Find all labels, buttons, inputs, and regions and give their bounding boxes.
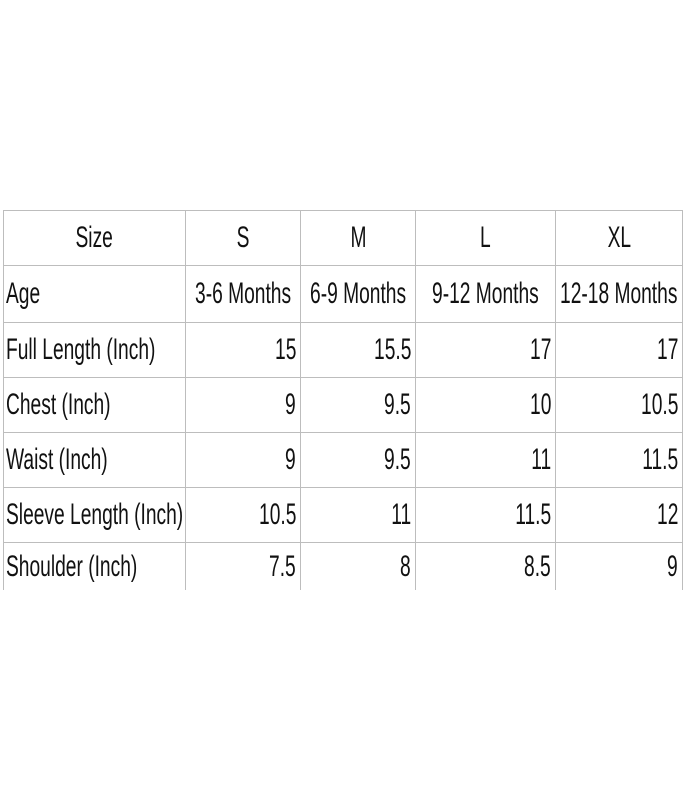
- table-cell: 9.5: [300, 377, 415, 432]
- cell-text: 10: [529, 388, 551, 421]
- cell-text: M: [350, 221, 366, 254]
- table-cell: 10.5: [185, 487, 300, 542]
- cell-text: Age: [6, 277, 41, 310]
- table-cell: 17: [415, 322, 555, 377]
- table-cell: 7.5: [185, 542, 300, 590]
- cell-text: 15.5: [373, 333, 411, 366]
- table-cell: 17: [555, 322, 683, 377]
- cell-text: Chest (Inch): [6, 388, 111, 421]
- cell-text: Sleeve Length (Inch): [6, 498, 184, 531]
- table-cell: 15: [185, 322, 300, 377]
- cell-text: 9: [285, 388, 296, 421]
- cell-text: S: [236, 221, 250, 254]
- table-cell: 11.5: [555, 432, 683, 487]
- table-cell: 8.5: [415, 542, 555, 590]
- table-cell: 9: [185, 377, 300, 432]
- table-cell: 10: [415, 377, 555, 432]
- cell-text: 15: [274, 333, 296, 366]
- table-cell: Shoulder (Inch): [3, 542, 185, 590]
- table-cell: Sleeve Length (Inch): [3, 487, 185, 542]
- table-cell: 11: [415, 432, 555, 487]
- table-cell: 12: [555, 487, 683, 542]
- table-cell: 9.5: [300, 432, 415, 487]
- cell-text: Full Length (Inch): [6, 333, 156, 366]
- header-cell: M: [300, 210, 415, 265]
- table-cell: 6-9 Months: [300, 265, 415, 322]
- table-cell: Chest (Inch): [3, 377, 185, 432]
- header-cell: XL: [555, 210, 683, 265]
- cell-text: 7.5: [269, 549, 296, 583]
- cell-text: 11: [391, 498, 411, 531]
- table-cell: 9: [555, 542, 683, 590]
- cell-text: 10.5: [258, 498, 296, 531]
- table-cell: 15.5: [300, 322, 415, 377]
- header-cell: Size: [3, 210, 185, 265]
- cell-text: Size: [75, 221, 114, 254]
- cell-text: 17: [656, 333, 678, 366]
- table-cell: 12-18 Months: [555, 265, 683, 322]
- cell-text: Shoulder (Inch): [6, 549, 138, 583]
- cell-text: 10.5: [640, 388, 678, 421]
- cell-text: 9: [667, 549, 678, 583]
- table-cell: 8: [300, 542, 415, 590]
- table-cell: 11: [300, 487, 415, 542]
- cell-text: 11.5: [515, 498, 551, 531]
- cell-text: 3-6 Months: [194, 277, 292, 310]
- cell-text: 11: [531, 443, 551, 476]
- cell-text: 12: [656, 498, 678, 531]
- cell-text: Waist (Inch): [6, 443, 108, 476]
- table-cell: 9: [185, 432, 300, 487]
- header-cell: L: [415, 210, 555, 265]
- cell-text: 9.5: [384, 443, 411, 476]
- cell-text: 9: [285, 443, 296, 476]
- table-cell: 9-12 Months: [415, 265, 555, 322]
- table-cell: 10.5: [555, 377, 683, 432]
- cell-text: 12-18 Months: [560, 277, 678, 310]
- cell-text: 17: [529, 333, 551, 366]
- table-cell: 11.5: [415, 487, 555, 542]
- cell-text: L: [480, 221, 491, 254]
- table-cell: Full Length (Inch): [3, 322, 185, 377]
- table-cell: Waist (Inch): [3, 432, 185, 487]
- table-cell: 3-6 Months: [185, 265, 300, 322]
- cell-text: XL: [607, 221, 631, 254]
- cell-text: 11.5: [642, 443, 678, 476]
- cell-text: 8: [400, 549, 411, 583]
- cell-text: 9.5: [384, 388, 411, 421]
- table-cell: Age: [3, 265, 185, 322]
- cell-text: 6-9 Months: [309, 277, 407, 310]
- size-chart-table: Size S M L XL Age 3-6 Months 6-9 Months 9-12 Mon…: [3, 210, 683, 590]
- cell-text: 9-12 Months: [432, 277, 539, 310]
- header-cell: S: [185, 210, 300, 265]
- cell-text: 8.5: [524, 549, 551, 583]
